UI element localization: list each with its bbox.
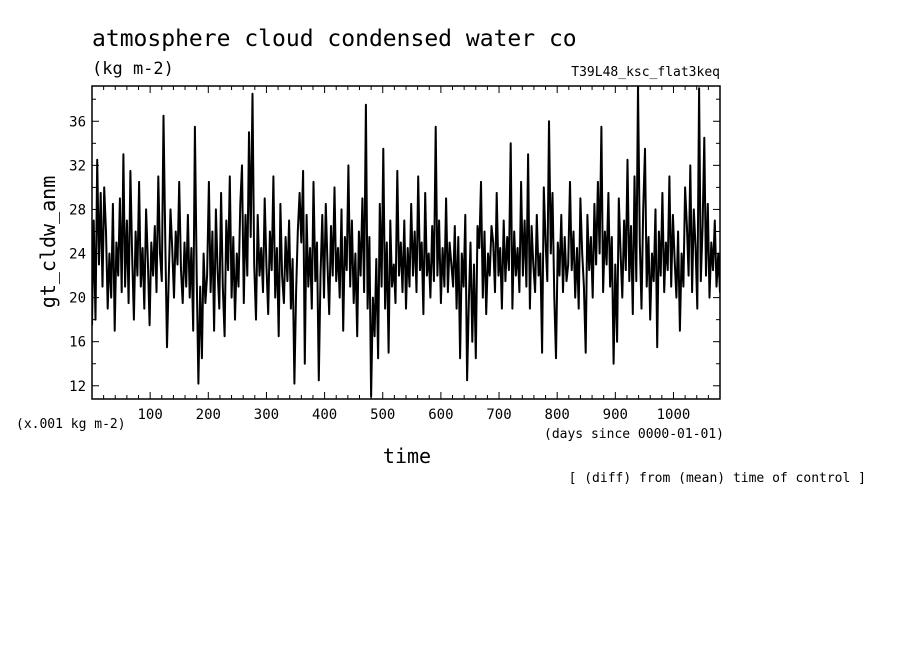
y-tick-label: 16 bbox=[69, 335, 86, 351]
y-axis: 12 16 20 24 28 32 36 bbox=[69, 98, 720, 395]
x-tick-label: 800 bbox=[545, 407, 570, 423]
x-tick-label: 400 bbox=[312, 407, 337, 423]
x-tick-label: 300 bbox=[254, 407, 279, 423]
x-axis: 100 200 300 400 500 600 700 800 900 1000 bbox=[103, 86, 709, 423]
x-tick-label: 100 bbox=[137, 407, 162, 423]
y-tick-label: 36 bbox=[69, 114, 86, 130]
x-unit-note: (days since 0000-01-01) bbox=[544, 427, 724, 442]
x-tick-label: 200 bbox=[196, 407, 221, 423]
y-tick-label: 32 bbox=[69, 158, 86, 174]
y-tick-label: 20 bbox=[69, 291, 86, 307]
y-axis-label: gt_cldw_anm bbox=[36, 176, 60, 308]
units-label: (kg m-2) bbox=[92, 59, 174, 79]
x-tick-label: 1000 bbox=[657, 407, 691, 423]
chart-title: atmosphere cloud condensed water co bbox=[92, 26, 577, 52]
footer-note: [ (diff) from (mean) time of control ] bbox=[569, 471, 866, 486]
y-tick-label: 12 bbox=[69, 379, 86, 395]
y-tick-label: 28 bbox=[69, 202, 86, 218]
y-scale-note: (x.001 kg m-2) bbox=[16, 417, 126, 432]
x-tick-label: 500 bbox=[370, 407, 395, 423]
series-line-gt_cldw_anm bbox=[92, 86, 720, 398]
x-axis-label: time bbox=[383, 444, 431, 468]
run-label: T39L48_ksc_flat3keq bbox=[571, 65, 720, 80]
x-tick-label: 600 bbox=[428, 407, 453, 423]
y-tick-label: 24 bbox=[69, 247, 86, 263]
x-tick-label: 900 bbox=[603, 407, 628, 423]
x-tick-label: 700 bbox=[486, 407, 511, 423]
